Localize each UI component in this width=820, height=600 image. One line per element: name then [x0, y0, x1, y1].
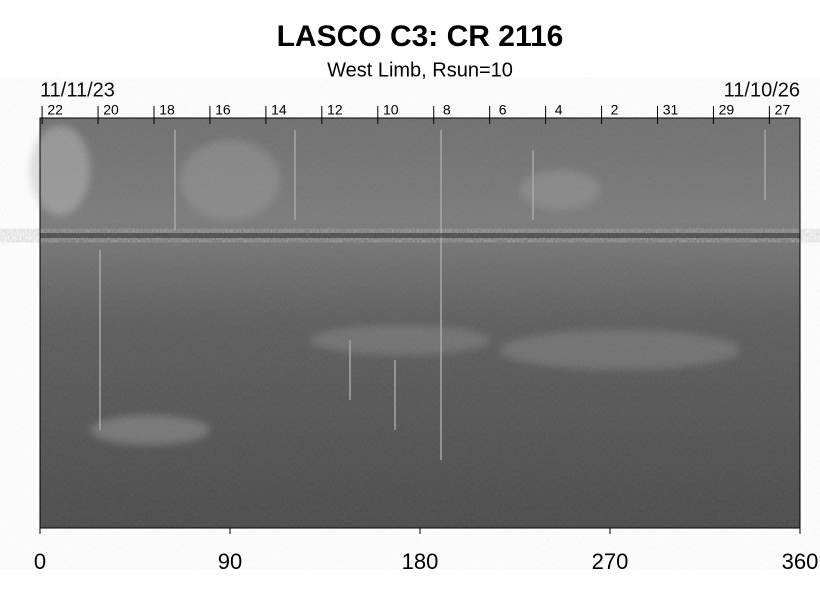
top-tick-label: 31: [663, 102, 679, 118]
x-tick-label: 270: [592, 549, 629, 574]
x-tick-label: 0: [34, 549, 46, 574]
top-tick-label: 29: [719, 102, 735, 118]
synoptic-image: [30, 117, 801, 529]
top-tick-label: 16: [215, 102, 231, 118]
chart-title: LASCO C3: CR 2116: [277, 20, 564, 53]
x-tick-label: 90: [218, 549, 242, 574]
top-tick-label: 6: [499, 102, 507, 118]
top-tick-label: 8: [443, 102, 451, 118]
end-date: 11/10/26: [724, 79, 800, 101]
top-tick-label: 14: [271, 102, 287, 118]
x-tick-label: 180: [402, 549, 439, 574]
top-tick-label: 4: [555, 102, 563, 118]
x-tick-label: 360: [782, 549, 819, 574]
top-tick-label: 22: [47, 102, 63, 118]
chart-subtitle: West Limb, Rsun=10: [327, 59, 513, 81]
top-tick-label: 12: [327, 102, 343, 118]
top-tick-label: 10: [383, 102, 399, 118]
top-tick-label: 2: [611, 102, 619, 118]
start-date: 11/11/23: [40, 79, 115, 101]
top-tick-label: 18: [159, 102, 175, 118]
top-tick-label: 20: [103, 102, 119, 118]
top-tick-label: 27: [775, 102, 791, 118]
